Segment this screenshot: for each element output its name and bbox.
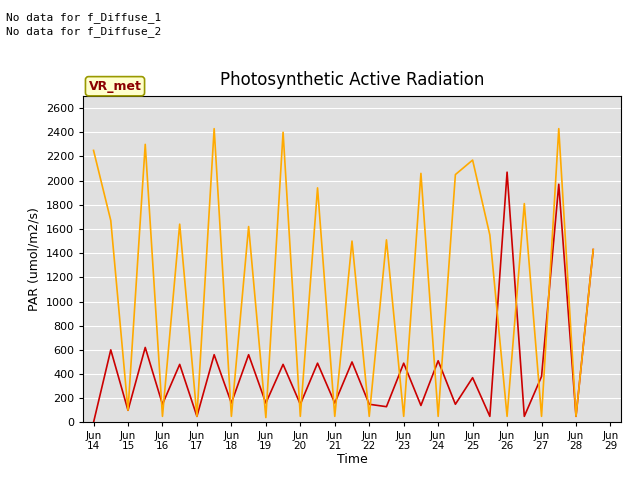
Text: VR_met: VR_met xyxy=(88,80,141,93)
Text: No data for f_Diffuse_1: No data for f_Diffuse_1 xyxy=(6,12,162,23)
Y-axis label: PAR (umol/m2/s): PAR (umol/m2/s) xyxy=(28,207,40,311)
Text: No data for f_Diffuse_2: No data for f_Diffuse_2 xyxy=(6,26,162,37)
Title: Photosynthetic Active Radiation: Photosynthetic Active Radiation xyxy=(220,71,484,89)
X-axis label: Time: Time xyxy=(337,454,367,467)
